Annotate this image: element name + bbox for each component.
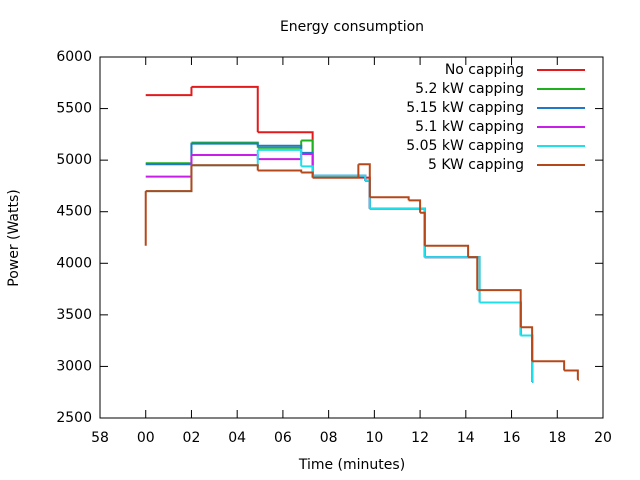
step-segment xyxy=(257,153,303,161)
legend-label: 5.1 kW capping xyxy=(415,119,524,135)
x-tick-label: 10 xyxy=(365,430,383,446)
y-tick-label: 3500 xyxy=(56,307,92,323)
step-segment xyxy=(191,85,259,133)
y-axis-label: Power (Watts) xyxy=(6,189,22,287)
step-segment xyxy=(369,207,426,258)
x-tick-label: 02 xyxy=(183,430,201,446)
step-segment xyxy=(479,301,522,336)
step-segment xyxy=(532,360,566,371)
step-segment xyxy=(479,301,522,336)
step-segment xyxy=(520,334,534,382)
step-segment xyxy=(369,207,426,258)
step-segment xyxy=(191,141,259,148)
step-segment xyxy=(520,334,534,382)
x-tick-label: 18 xyxy=(548,430,566,446)
step-segment xyxy=(424,256,481,303)
step-segment xyxy=(257,148,303,167)
legend-label: 5 KW capping xyxy=(428,157,524,173)
plot-frame xyxy=(99,56,604,419)
step-segment xyxy=(145,154,193,178)
step-segment xyxy=(145,86,193,97)
step-segment xyxy=(520,326,534,362)
step-segment xyxy=(420,211,426,246)
x-tick-label: 00 xyxy=(137,430,155,446)
step-segment xyxy=(191,164,259,171)
step-segment xyxy=(191,153,259,160)
step-segment xyxy=(369,207,426,258)
step-segment xyxy=(369,196,410,201)
step-segment xyxy=(358,163,371,198)
step-segment xyxy=(424,256,481,303)
x-tick-label: 14 xyxy=(457,430,475,446)
y-tick-label: 6000 xyxy=(56,49,92,65)
step-segment xyxy=(520,334,534,382)
x-axis-label: Time (minutes) xyxy=(298,457,405,473)
step-segment xyxy=(564,369,579,380)
step-segment xyxy=(301,165,314,176)
step-segment xyxy=(424,256,481,303)
x-tick-label: 16 xyxy=(503,430,521,446)
x-tick-label: 08 xyxy=(320,430,338,446)
step-segment xyxy=(312,176,371,209)
step-segment xyxy=(301,171,314,178)
y-tick-label: 2500 xyxy=(56,410,92,426)
x-tick-label: 04 xyxy=(228,430,246,446)
y-tick-label: 3000 xyxy=(56,358,92,374)
step-segment xyxy=(520,334,534,382)
legend-label: 5.15 kW capping xyxy=(406,100,524,116)
legend-label: 5.2 kW capping xyxy=(415,81,524,97)
step-segment xyxy=(312,164,360,179)
step-segment xyxy=(424,256,481,303)
legend-label: No capping xyxy=(445,62,524,78)
step-segment xyxy=(301,139,314,176)
step-segment xyxy=(479,301,522,336)
step-segment xyxy=(477,289,522,328)
step-segment xyxy=(191,142,259,146)
x-tick-label: 06 xyxy=(274,430,292,446)
step-segment xyxy=(479,301,522,336)
chart-title: Energy consumption xyxy=(280,19,424,35)
x-tick-label: 12 xyxy=(411,430,429,446)
step-segment xyxy=(468,256,479,291)
step-segment xyxy=(408,199,422,213)
step-segment xyxy=(520,334,534,382)
step-segment xyxy=(479,301,522,336)
step-segment xyxy=(424,244,470,258)
step-segment xyxy=(145,165,193,193)
step-segment xyxy=(145,165,193,193)
y-tick-label: 4000 xyxy=(56,255,92,271)
step-segment xyxy=(257,169,303,173)
step-segment xyxy=(312,174,367,181)
legend-label: 5.05 kW capping xyxy=(406,138,524,154)
step-segment xyxy=(145,143,193,166)
step-segment xyxy=(424,256,481,303)
y-tick-label: 5000 xyxy=(56,152,92,168)
step-segment xyxy=(145,142,193,165)
x-tick-label: 58 xyxy=(91,430,109,446)
y-tick-label: 4500 xyxy=(56,204,92,220)
step-segment xyxy=(369,207,426,258)
y-tick-label: 5500 xyxy=(56,101,92,117)
step-segment xyxy=(191,149,259,167)
x-tick-label: 20 xyxy=(594,430,612,446)
step-segment xyxy=(369,207,426,258)
